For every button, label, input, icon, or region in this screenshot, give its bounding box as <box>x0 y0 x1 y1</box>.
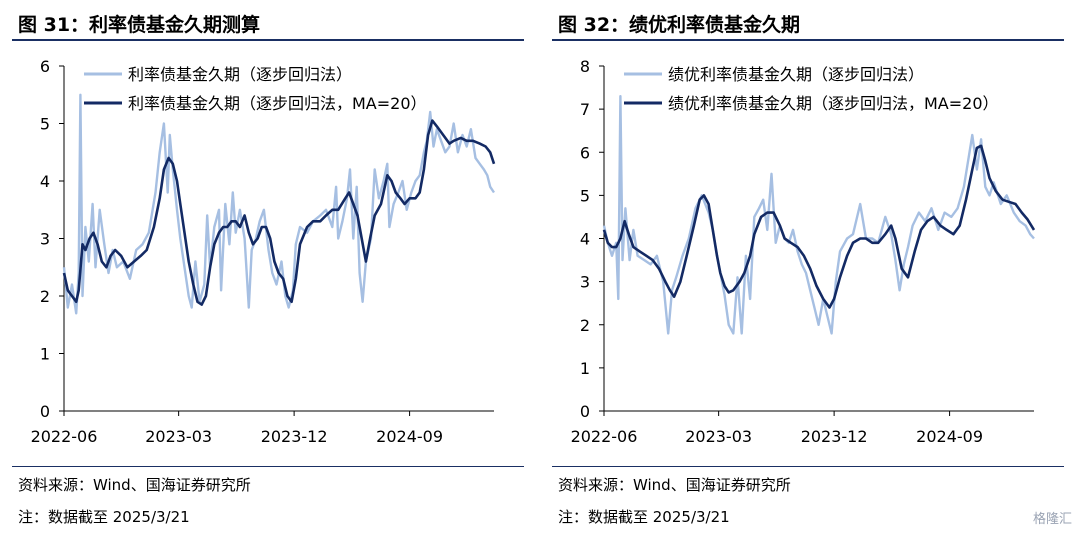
y-tick-label: 5 <box>40 115 50 134</box>
series-line-raw <box>62 93 495 315</box>
y-tick-label: 6 <box>40 57 50 76</box>
y-tick-label: 3 <box>40 230 50 249</box>
y-tick-label: 3 <box>580 273 590 292</box>
legend-label-raw: 利率债基金久期（逐步回归法） <box>128 65 352 84</box>
series-line-ma20 <box>62 119 496 306</box>
y-tick-label: 0 <box>40 402 50 421</box>
y-tick-label: 6 <box>580 143 590 162</box>
y-tick-label: 4 <box>580 230 590 249</box>
legend-label-ma20: 绩优利率债基金久期（逐步回归法，MA=20） <box>668 94 999 113</box>
y-tick-label: 1 <box>580 359 590 378</box>
y-tick-label: 8 <box>580 57 590 76</box>
y-tick-label: 0 <box>580 402 590 421</box>
y-tick-label: 7 <box>580 100 590 119</box>
y-tick-label: 4 <box>40 172 50 191</box>
title-divider <box>12 39 524 41</box>
x-tick-label: 2022-06 <box>571 427 638 446</box>
legend-label-ma20: 利率债基金久期（逐步回归法，MA=20） <box>128 94 427 113</box>
x-tick-label: 2024-09 <box>916 427 983 446</box>
x-tick-label: 2023-12 <box>801 427 868 446</box>
date-note: 注：数据截至 2025/3/21 <box>18 508 190 526</box>
chart-title: 图 31：利率债基金久期测算 <box>18 14 261 36</box>
x-tick-label: 2022-06 <box>31 427 98 446</box>
chart-title: 图 32：绩优利率债基金久期 <box>558 14 801 36</box>
x-tick-label: 2023-12 <box>261 427 328 446</box>
x-tick-label: 2024-09 <box>376 427 443 446</box>
x-tick-label: 2023-03 <box>685 427 752 446</box>
y-tick-label: 5 <box>580 186 590 205</box>
panel-top-fund-duration: 图 32：绩优利率债基金久期 0 1 2 3 4 5 6 7 8 2022-06 2023-03 20… <box>552 0 1072 535</box>
watermark-logo: 格隆汇 <box>1032 512 1072 527</box>
y-tick-label: 1 <box>40 345 50 364</box>
footer-divider <box>552 466 1064 467</box>
series-line-raw <box>602 95 1035 335</box>
series-line-ma20 <box>602 144 1036 309</box>
duration-line-chart: 0 1 2 3 4 5 6 2022-06 2023-03 2023-12 2024-09 利率债基金… <box>31 57 496 446</box>
footer-divider <box>12 466 524 467</box>
x-tick-label: 2023-03 <box>145 427 212 446</box>
source-note: 资料来源：Wind、国海证券研究所 <box>558 476 791 494</box>
y-tick-label: 2 <box>580 316 590 335</box>
y-tick-label: 2 <box>40 287 50 306</box>
duration-line-chart: 0 1 2 3 4 5 6 7 8 2022-06 2023-03 2023-12 2024-09 绩优利… <box>571 57 1036 446</box>
legend-label-raw: 绩优利率债基金久期（逐步回归法） <box>668 65 924 84</box>
date-note: 注：数据截至 2025/3/21 <box>558 508 730 526</box>
panel-duration-estimate: 图 31：利率债基金久期测算 0 1 2 3 4 5 6 2022-06 2023-03 2023… <box>12 0 532 535</box>
source-note: 资料来源：Wind、国海证券研究所 <box>18 476 251 494</box>
title-divider <box>552 39 1064 41</box>
